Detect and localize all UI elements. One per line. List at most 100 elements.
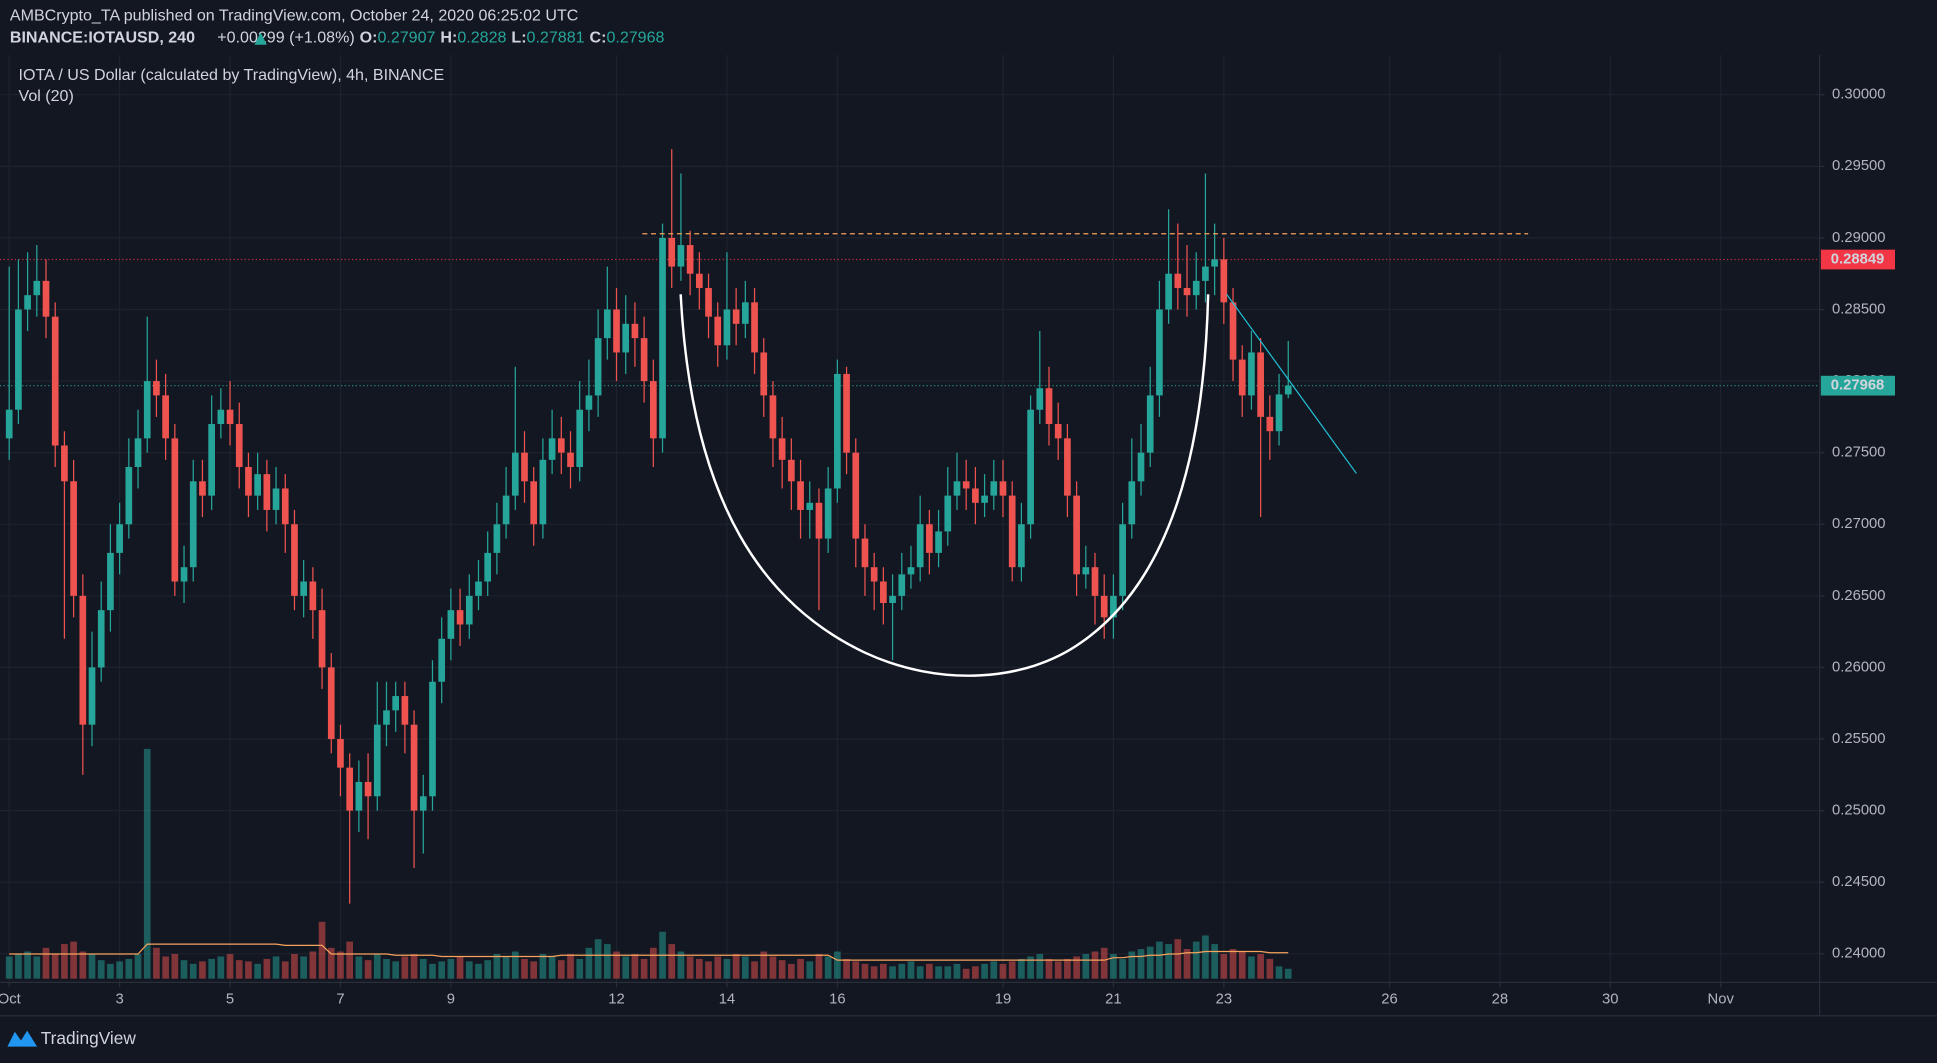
volume-bar: [235, 960, 243, 979]
volume-bar: [226, 953, 234, 979]
candle-body: [797, 481, 804, 510]
volume-bar: [410, 953, 418, 979]
candle-body: [502, 495, 510, 525]
volume-bar: [824, 956, 832, 979]
candle-body: [843, 373, 850, 453]
candle-body: [272, 488, 280, 510]
volume-bar: [180, 960, 188, 979]
volume-bar: [272, 956, 280, 979]
volume-bar: [870, 966, 878, 979]
volume-bar: [1238, 951, 1246, 979]
candle-body: [870, 567, 878, 582]
low-value: 0.27881: [527, 29, 585, 47]
volume-bar: [51, 953, 59, 979]
candle-body: [208, 424, 215, 496]
candle-body: [622, 323, 630, 353]
y-tick-label: 0.28500: [1832, 301, 1886, 317]
volume-bar: [668, 944, 676, 979]
candle-body: [116, 524, 123, 553]
candle-body: [539, 459, 547, 525]
candle-body: [1220, 259, 1228, 303]
volume-bar: [217, 956, 225, 979]
candle-body: [953, 481, 961, 496]
candle-body: [760, 352, 768, 396]
volume-bar: [760, 951, 768, 979]
candle-body: [972, 488, 979, 503]
candle-body: [1045, 388, 1053, 425]
x-tick-label: 19: [995, 992, 1011, 1008]
candle-body: [61, 445, 68, 482]
candle-body: [1284, 385, 1292, 395]
candle-body: [594, 338, 602, 396]
candle-body: [162, 395, 169, 439]
volume-bar: [677, 951, 685, 979]
candle-body: [88, 667, 96, 725]
candle-body: [1266, 416, 1274, 432]
candle-body: [189, 481, 197, 568]
volume-bar: [125, 958, 133, 979]
volume-bar: [834, 951, 841, 979]
volume-bar: [916, 966, 924, 979]
candle-body: [1100, 595, 1108, 618]
volume-bar: [254, 963, 261, 979]
volume-bar: [401, 956, 409, 979]
candle-body: [990, 481, 998, 496]
candle-body: [5, 409, 13, 439]
candle-body: [1008, 495, 1016, 568]
volume-bar: [1110, 953, 1117, 979]
candle-body: [880, 581, 887, 603]
candle-body: [511, 452, 519, 496]
volume-bar: [1220, 953, 1228, 979]
candle-body: [447, 610, 455, 639]
candle-body: [852, 452, 860, 539]
candle-body: [1156, 309, 1163, 396]
volume-bar: [189, 963, 197, 979]
volume-bar: [972, 966, 979, 979]
volume-bar: [447, 958, 455, 979]
trend-line: [1226, 293, 1357, 474]
volume-bar: [373, 953, 381, 979]
x-tick-label: 16: [829, 992, 845, 1008]
volume-bar: [613, 951, 620, 979]
volume-bar: [861, 963, 869, 979]
candle-body: [245, 466, 252, 496]
candle-body: [659, 237, 666, 439]
candle-body: [300, 581, 307, 596]
volume-bar: [852, 961, 860, 979]
candle-body: [410, 724, 418, 811]
candle-body: [364, 781, 372, 797]
volume-bar: [631, 953, 639, 979]
volume-bar: [1174, 939, 1182, 979]
candle-body: [465, 595, 473, 625]
volume-bar: [171, 953, 179, 979]
volume-bar: [898, 963, 906, 979]
volume-bar: [61, 944, 68, 979]
volume-bar: [732, 953, 740, 979]
axes: 0.300000.295000.290000.285000.280000.275…: [0, 87, 1895, 1008]
high-label: H:: [440, 29, 457, 47]
price-label-box: [1820, 375, 1895, 396]
volume-bar: [1284, 968, 1292, 979]
candle-body: [778, 438, 786, 460]
candle-body: [107, 552, 114, 611]
volume-bar: [907, 961, 915, 979]
volume-bar: [742, 956, 749, 979]
volume-bar: [134, 953, 142, 979]
volume-bar: [935, 966, 942, 979]
candle-body: [686, 245, 694, 274]
volume-bar: [475, 963, 482, 979]
candle-body: [97, 610, 105, 668]
volume-bar: [962, 968, 970, 979]
candle-body: [1275, 394, 1283, 432]
volume-bar: [603, 944, 611, 979]
candle-body: [834, 373, 841, 489]
candle-body: [723, 309, 731, 346]
candle-body: [1110, 595, 1117, 618]
candle-body: [732, 309, 740, 324]
volume-bar: [806, 961, 814, 979]
candle-body: [217, 409, 225, 425]
candle-body: [742, 302, 749, 324]
open-label: O:: [360, 29, 378, 47]
candle-body: [309, 581, 317, 611]
